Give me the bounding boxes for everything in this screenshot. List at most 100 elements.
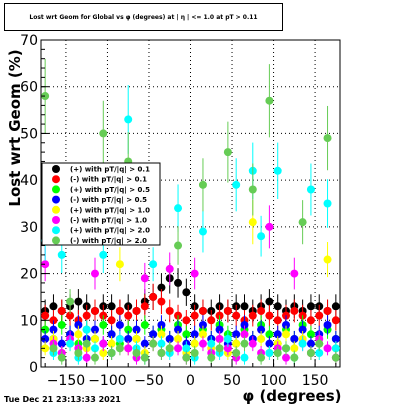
data-point bbox=[273, 302, 282, 311]
data-point bbox=[132, 325, 141, 334]
data-point bbox=[124, 325, 133, 334]
data-point bbox=[57, 353, 66, 362]
data-point bbox=[257, 306, 266, 315]
data-point bbox=[315, 339, 324, 348]
data-point bbox=[174, 344, 183, 353]
data-point bbox=[140, 302, 149, 311]
data-point bbox=[140, 320, 149, 329]
data-point bbox=[57, 339, 66, 348]
data-point bbox=[215, 325, 224, 334]
data-point bbox=[248, 311, 257, 320]
data-point bbox=[115, 260, 124, 269]
data-point bbox=[41, 260, 50, 269]
data-point bbox=[232, 311, 241, 320]
data-point bbox=[115, 334, 124, 343]
data-point bbox=[66, 311, 75, 320]
data-point bbox=[90, 344, 99, 353]
data-point bbox=[41, 344, 50, 353]
data-point bbox=[240, 339, 249, 348]
data-point bbox=[273, 330, 282, 339]
x-tick-label: 50 bbox=[223, 373, 241, 389]
data-point bbox=[257, 334, 266, 343]
data-point bbox=[57, 320, 66, 329]
data-point bbox=[265, 96, 274, 105]
legend-marker bbox=[52, 185, 60, 194]
data-point bbox=[265, 330, 274, 339]
series-group bbox=[41, 200, 340, 360]
data-point bbox=[290, 344, 299, 353]
data-point bbox=[174, 334, 183, 343]
data-point bbox=[57, 306, 66, 315]
legend-marker bbox=[52, 216, 60, 224]
data-point bbox=[331, 353, 340, 362]
legend-label: (-) with pT/|q| > 0.5 bbox=[70, 196, 147, 205]
data-point bbox=[240, 330, 249, 339]
data-point bbox=[174, 278, 183, 287]
data-point bbox=[57, 250, 66, 259]
legend-marker bbox=[52, 175, 60, 184]
data-point bbox=[248, 339, 257, 348]
data-point bbox=[41, 325, 50, 334]
legend-label: (-) with pT/|q| > 0.1 bbox=[70, 176, 147, 185]
data-point bbox=[124, 344, 133, 353]
data-point bbox=[49, 316, 58, 325]
legend-label: (-) with pT/|q| > 2.0 bbox=[70, 237, 147, 246]
data-point bbox=[331, 344, 340, 353]
data-point bbox=[74, 330, 83, 339]
legend-marker bbox=[52, 195, 60, 204]
data-point bbox=[157, 339, 166, 348]
data-point bbox=[282, 330, 291, 339]
data-point bbox=[157, 283, 166, 292]
data-point bbox=[240, 320, 249, 329]
data-point bbox=[124, 115, 133, 124]
data-point bbox=[232, 330, 241, 339]
data-point bbox=[323, 255, 332, 264]
title-box: Lost wrt Geom for Global vs φ (degrees) … bbox=[4, 3, 283, 31]
data-point bbox=[149, 260, 158, 269]
data-point bbox=[107, 339, 116, 348]
data-point bbox=[90, 325, 99, 334]
data-point bbox=[198, 330, 207, 339]
data-point bbox=[149, 339, 158, 348]
data-point bbox=[265, 222, 274, 231]
data-point bbox=[107, 316, 116, 325]
data-point bbox=[165, 306, 174, 315]
data-point bbox=[265, 339, 274, 348]
data-point bbox=[198, 320, 207, 329]
data-point bbox=[232, 348, 241, 357]
data-point bbox=[182, 330, 191, 339]
series-layer bbox=[41, 58, 340, 365]
chart-title: Lost wrt Geom for Global vs φ (degrees) … bbox=[29, 13, 258, 21]
y-tick-label: 50 bbox=[20, 126, 38, 142]
data-point bbox=[298, 339, 307, 348]
data-point bbox=[99, 250, 108, 259]
data-point bbox=[157, 320, 166, 329]
data-point bbox=[124, 311, 133, 320]
data-point bbox=[107, 330, 116, 339]
y-tick-label: 60 bbox=[20, 80, 38, 96]
data-point bbox=[99, 339, 108, 348]
data-point bbox=[215, 334, 224, 343]
data-point bbox=[198, 180, 207, 189]
data-point bbox=[282, 320, 291, 329]
data-point bbox=[306, 339, 315, 348]
x-tick-label: 0 bbox=[186, 373, 195, 389]
data-point bbox=[248, 218, 257, 227]
data-point bbox=[198, 306, 207, 315]
data-point bbox=[331, 334, 340, 343]
y-tick-label: 30 bbox=[20, 220, 38, 236]
data-point bbox=[265, 297, 274, 306]
legend-label: (+) with pT/|q| > 0.1 bbox=[70, 166, 150, 175]
data-point bbox=[157, 297, 166, 306]
data-point bbox=[90, 306, 99, 315]
data-point bbox=[323, 306, 332, 315]
legend-label: (+) with pT/|q| > 2.0 bbox=[70, 227, 150, 236]
series-group bbox=[41, 58, 340, 365]
data-point bbox=[41, 92, 50, 101]
data-point bbox=[90, 269, 99, 278]
data-point bbox=[215, 344, 224, 353]
legend-label: (-) with pT/|q| > 1.0 bbox=[70, 217, 147, 226]
axes: 0 10 20 30 40 50 60 70 −150 −100 −50 0 50 100 150 bbox=[20, 33, 337, 389]
data-point bbox=[115, 320, 124, 329]
data-point bbox=[124, 334, 133, 343]
